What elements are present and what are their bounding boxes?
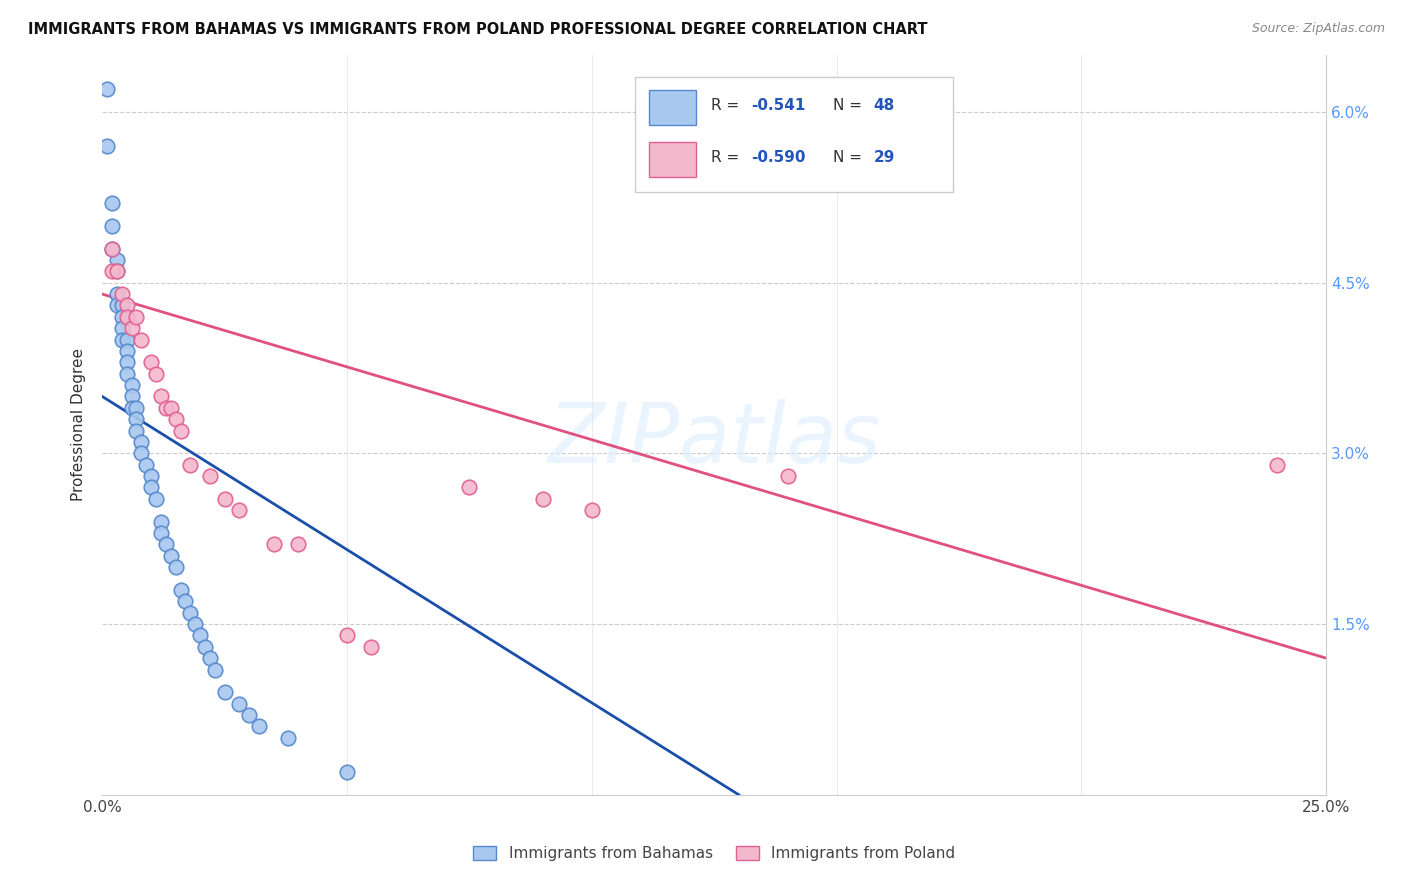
Point bbox=[336, 764, 359, 779]
Point bbox=[458, 481, 481, 495]
FancyBboxPatch shape bbox=[634, 78, 953, 192]
Point bbox=[111, 321, 134, 335]
Point bbox=[287, 537, 309, 551]
Point bbox=[131, 333, 153, 347]
Point bbox=[228, 503, 250, 517]
FancyBboxPatch shape bbox=[650, 142, 696, 178]
Point bbox=[135, 458, 157, 472]
Point bbox=[169, 424, 191, 438]
Point bbox=[149, 389, 172, 403]
Point bbox=[105, 264, 128, 278]
Point bbox=[115, 298, 138, 312]
Point bbox=[204, 663, 226, 677]
Point bbox=[101, 242, 124, 256]
Text: ZIPatlas: ZIPatlas bbox=[547, 400, 882, 480]
Text: N =: N = bbox=[832, 98, 866, 113]
Point bbox=[101, 219, 124, 233]
Point bbox=[214, 491, 236, 506]
Point bbox=[174, 594, 197, 608]
Point bbox=[125, 412, 148, 426]
Text: Source: ZipAtlas.com: Source: ZipAtlas.com bbox=[1251, 22, 1385, 36]
Point bbox=[155, 401, 177, 415]
Point bbox=[121, 378, 143, 392]
Point bbox=[165, 560, 187, 574]
FancyBboxPatch shape bbox=[650, 90, 696, 126]
Point bbox=[169, 582, 191, 597]
Point bbox=[111, 287, 134, 301]
Point bbox=[776, 469, 799, 483]
Point bbox=[115, 367, 138, 381]
Point bbox=[105, 264, 128, 278]
Point bbox=[115, 310, 138, 324]
Point bbox=[141, 355, 163, 369]
Text: 29: 29 bbox=[873, 150, 894, 165]
Y-axis label: Professional Degree: Professional Degree bbox=[72, 349, 86, 501]
Legend: Immigrants from Bahamas, Immigrants from Poland: Immigrants from Bahamas, Immigrants from… bbox=[474, 846, 955, 861]
Text: R =: R = bbox=[710, 98, 744, 113]
Point bbox=[145, 491, 167, 506]
Point bbox=[101, 196, 124, 211]
Text: 48: 48 bbox=[873, 98, 894, 113]
Point bbox=[149, 526, 172, 541]
Point bbox=[194, 640, 217, 654]
Point bbox=[165, 412, 187, 426]
Point bbox=[1265, 458, 1288, 472]
Point bbox=[101, 242, 124, 256]
Point bbox=[336, 628, 359, 642]
Point bbox=[111, 333, 134, 347]
Point bbox=[188, 628, 211, 642]
Point bbox=[121, 321, 143, 335]
Point bbox=[141, 481, 163, 495]
Text: -0.541: -0.541 bbox=[751, 98, 806, 113]
Point bbox=[360, 640, 382, 654]
Point bbox=[115, 333, 138, 347]
Point bbox=[149, 515, 172, 529]
Point bbox=[198, 469, 221, 483]
Point bbox=[111, 310, 134, 324]
Point bbox=[111, 298, 134, 312]
Text: R =: R = bbox=[710, 150, 744, 165]
Point bbox=[131, 435, 153, 450]
Text: -0.590: -0.590 bbox=[751, 150, 806, 165]
Point bbox=[105, 298, 128, 312]
Point bbox=[125, 310, 148, 324]
Point bbox=[228, 697, 250, 711]
Point bbox=[101, 264, 124, 278]
Point bbox=[121, 401, 143, 415]
Point bbox=[263, 537, 285, 551]
Point bbox=[145, 367, 167, 381]
Point bbox=[238, 708, 260, 723]
Point bbox=[184, 617, 207, 632]
Point bbox=[96, 139, 118, 153]
Point bbox=[179, 606, 201, 620]
Point bbox=[115, 343, 138, 358]
Point bbox=[105, 252, 128, 267]
Point bbox=[96, 82, 118, 96]
Text: N =: N = bbox=[832, 150, 866, 165]
Point bbox=[105, 287, 128, 301]
Point bbox=[159, 549, 181, 563]
Text: IMMIGRANTS FROM BAHAMAS VS IMMIGRANTS FROM POLAND PROFESSIONAL DEGREE CORRELATIO: IMMIGRANTS FROM BAHAMAS VS IMMIGRANTS FR… bbox=[28, 22, 928, 37]
Point bbox=[155, 537, 177, 551]
Point bbox=[247, 719, 270, 733]
Point bbox=[198, 651, 221, 665]
Point bbox=[125, 401, 148, 415]
Point bbox=[581, 503, 603, 517]
Point bbox=[125, 424, 148, 438]
Point bbox=[159, 401, 181, 415]
Point bbox=[214, 685, 236, 699]
Point bbox=[179, 458, 201, 472]
Point bbox=[141, 469, 163, 483]
Point bbox=[277, 731, 299, 745]
Point bbox=[115, 355, 138, 369]
Point bbox=[121, 389, 143, 403]
Point bbox=[131, 446, 153, 460]
Point bbox=[531, 491, 554, 506]
